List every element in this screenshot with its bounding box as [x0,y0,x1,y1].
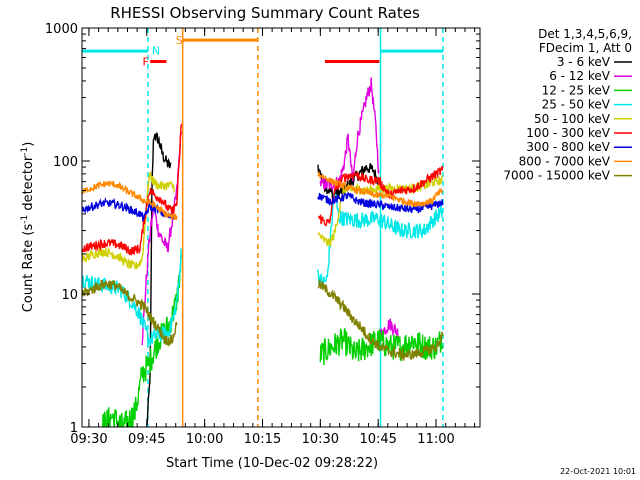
series-5-segment-0 [82,123,183,256]
series-layer [82,77,444,427]
legend-label-4: 50 - 100 keV [534,112,611,126]
y-axis-label-part-1: Count Rate (s [21,224,36,313]
x-tick-label-4: 10:30 [302,432,339,447]
annotation-label-12: S [176,34,183,47]
series-7-segment-1 [317,170,444,208]
x-axis-label: Start Time (10-Dec-02 09:28:22) [166,456,378,471]
y-axis-label-sup-1: -1 [20,215,30,224]
series-0-segment-0 [146,132,172,426]
legend-label-6: 300 - 800 keV [526,140,610,154]
series-6-segment-1 [317,192,444,214]
legend-label-8: 7000 - 15000 keV [503,169,610,183]
series-1-segment-2 [379,318,400,340]
x-tick-label-1: 09:45 [128,432,165,447]
legend-label-3: 25 - 50 keV [542,98,611,112]
chart-title: RHESSI Observing Summary Count Rates [110,4,420,22]
legend-label-7: 800 - 7000 keV [519,154,611,168]
plot-frame [81,27,481,428]
x-tick-label-2: 10:00 [186,432,223,447]
annotation-label-10: F [142,55,148,68]
series-2-segment-0 [101,254,183,427]
series-5-segment-1 [317,165,444,228]
y-axis-label: Count Rate (s-1 detector-1) [20,142,36,313]
legend-label-0: 3 - 6 keV [557,55,611,69]
series-8 [82,279,444,362]
series-8-segment-1 [317,279,444,362]
x-tick-label-6: 11:00 [417,432,454,447]
y-tick-label-1: 10 [61,288,78,303]
legend-label-5: 100 - 300 keV [526,126,610,140]
y-tick-label-2: 100 [53,155,78,170]
series-7-segment-0 [82,180,178,221]
x-tick-label-0: 09:30 [70,432,107,447]
legend-label-2: 12 - 25 keV [542,83,611,97]
legend-header-line-1: Det 1,3,4,5,6,9, [538,27,632,41]
legend-label-1: 6 - 12 keV [549,69,611,83]
legend-header-line-2: FDecim 1, Att 0 [539,41,632,55]
series-8-segment-0 [82,280,178,347]
series-7 [82,170,444,221]
x-tick-label-3: 10:15 [244,432,281,447]
series-5 [82,123,444,256]
y-tick-label-3: 1000 [45,22,78,37]
series-3-segment-0 [82,248,182,347]
y-tick-label-0: 1 [70,421,78,436]
series-1-segment-0 [141,131,183,346]
x-tick-label-5: 10:45 [359,432,396,447]
footer-timestamp: 22-Oct-2021 10:01 [560,467,636,476]
y-axis-label-part-3: ) [21,142,36,147]
annotations-layer [82,28,444,427]
axes-layer: FN S 09:30 09:45 10:00 10:15 10:30 10:45 11:00 1 1… [45,22,481,447]
y-axis-label-sup-2: -1 [20,147,30,156]
series-4-segment-0 [82,171,176,270]
y-axis-label-part-2: detector [21,155,36,215]
annotation-label-11: N [152,44,160,57]
